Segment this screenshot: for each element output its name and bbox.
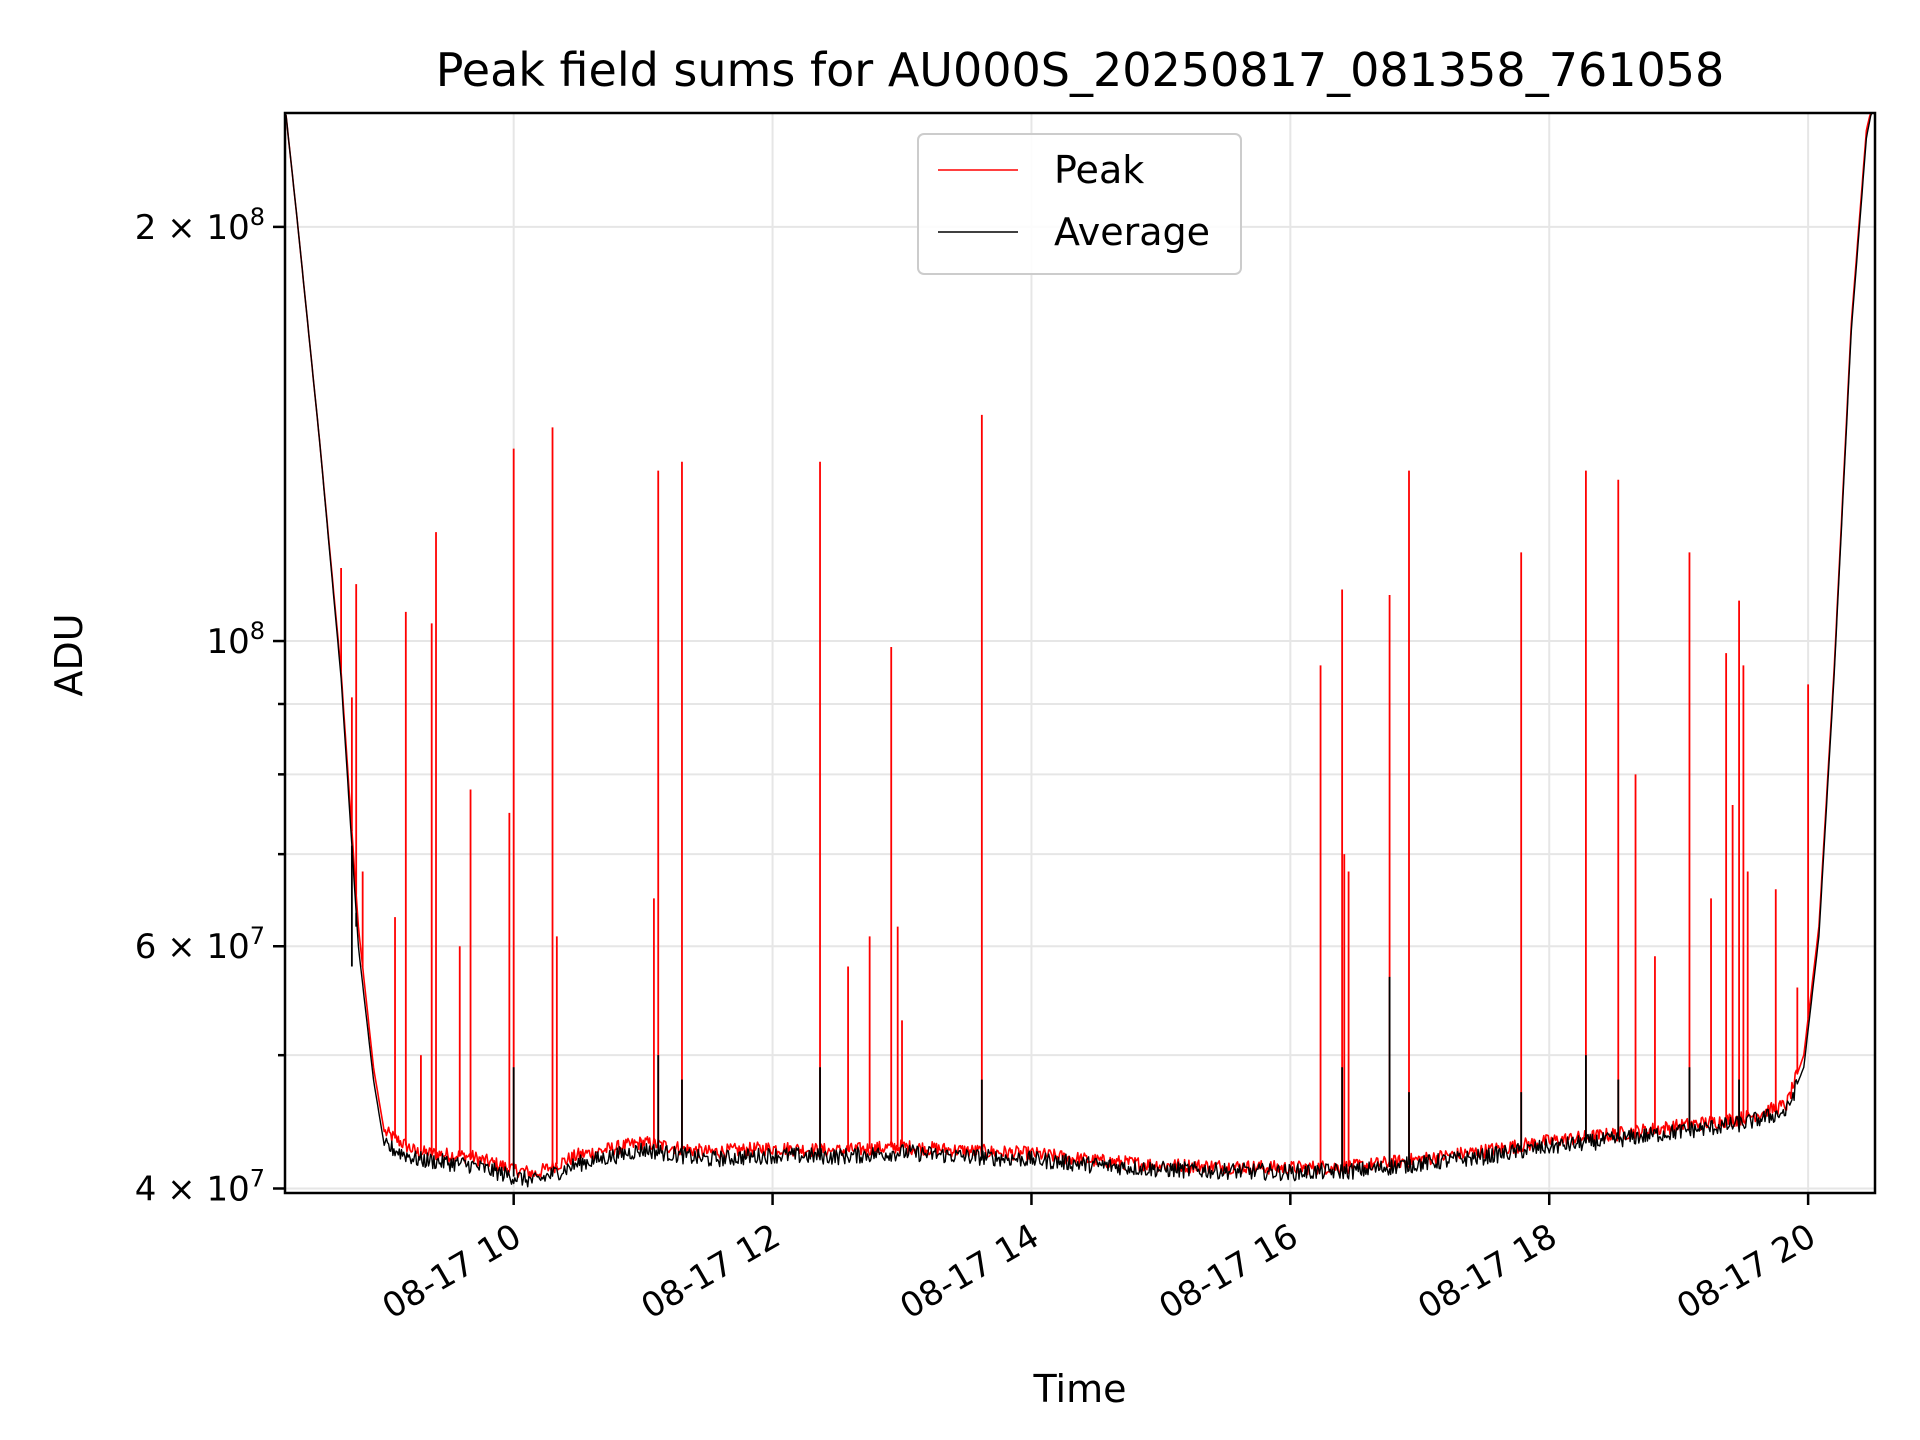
y-tick-label: 4 × 107 xyxy=(135,1165,265,1210)
y-axis-title: ADU xyxy=(47,613,91,696)
y-tick-label: 108 xyxy=(206,617,265,662)
series-peak xyxy=(285,113,1875,1179)
series-line-average xyxy=(285,113,1875,1188)
y-tick-label: 2 × 108 xyxy=(135,203,265,248)
chart-title: Peak field sums for AU000S_20250817_0813… xyxy=(436,43,1725,97)
series-layer xyxy=(285,113,1875,1188)
legend-label-peak: Peak xyxy=(1054,148,1144,192)
x-axis-title: Time xyxy=(1033,1367,1127,1411)
series-average xyxy=(285,113,1875,1188)
plot-frame xyxy=(283,111,1877,1195)
legend-label-average: Average xyxy=(1054,210,1210,254)
y-tick-label: 6 × 107 xyxy=(135,922,265,967)
legend: Peak Average xyxy=(917,133,1242,275)
y-axis: 4 × 107 6 × 107 108 2 × 108 xyxy=(135,203,285,1210)
legend-box xyxy=(917,133,1242,275)
